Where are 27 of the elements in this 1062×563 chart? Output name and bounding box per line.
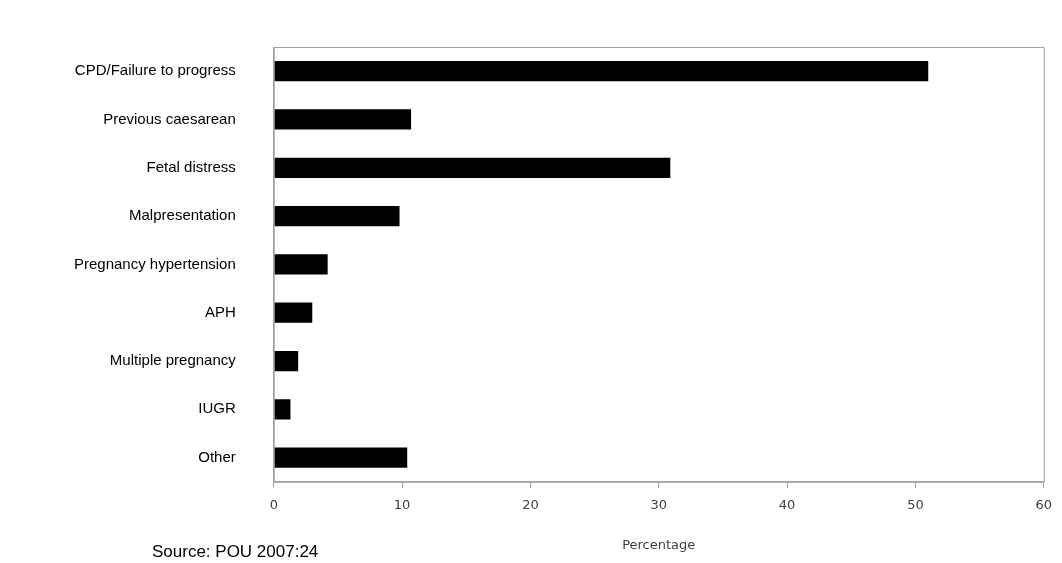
bar — [274, 109, 412, 130]
bar — [274, 350, 299, 372]
bar — [274, 205, 400, 227]
bar — [274, 302, 313, 323]
x-tick-label: 40 — [778, 496, 796, 512]
y-tick-label: Fetal distress — [146, 157, 236, 175]
bar — [274, 399, 291, 420]
bar — [274, 447, 408, 468]
x-tick-label: 50 — [907, 496, 924, 512]
x-tick-label: 60 — [1035, 496, 1052, 512]
x-axis-title: Percentage — [622, 536, 696, 552]
y-tick-label: CPD/Failure to progress — [74, 61, 236, 79]
x-tick-label: 0 — [269, 496, 278, 512]
source-note: Source: POU 2007:24 — [152, 542, 319, 562]
x-tick-label: 10 — [393, 496, 411, 512]
x-tick-label: 20 — [522, 496, 539, 512]
bar — [274, 61, 929, 82]
y-tick-label: APH — [204, 302, 236, 320]
y-tick-label: Pregnancy hypertension — [73, 254, 236, 272]
bar — [274, 157, 671, 178]
bar — [274, 254, 328, 275]
y-tick-label: IUGR — [198, 399, 236, 417]
y-tick-label: Malpresentation — [129, 206, 236, 224]
y-tick-label: Other — [198, 447, 236, 465]
y-tick-label: Multiple pregnancy — [109, 351, 237, 369]
x-tick-label: 30 — [650, 496, 668, 512]
y-tick-label: Previous caesarean — [103, 109, 236, 127]
